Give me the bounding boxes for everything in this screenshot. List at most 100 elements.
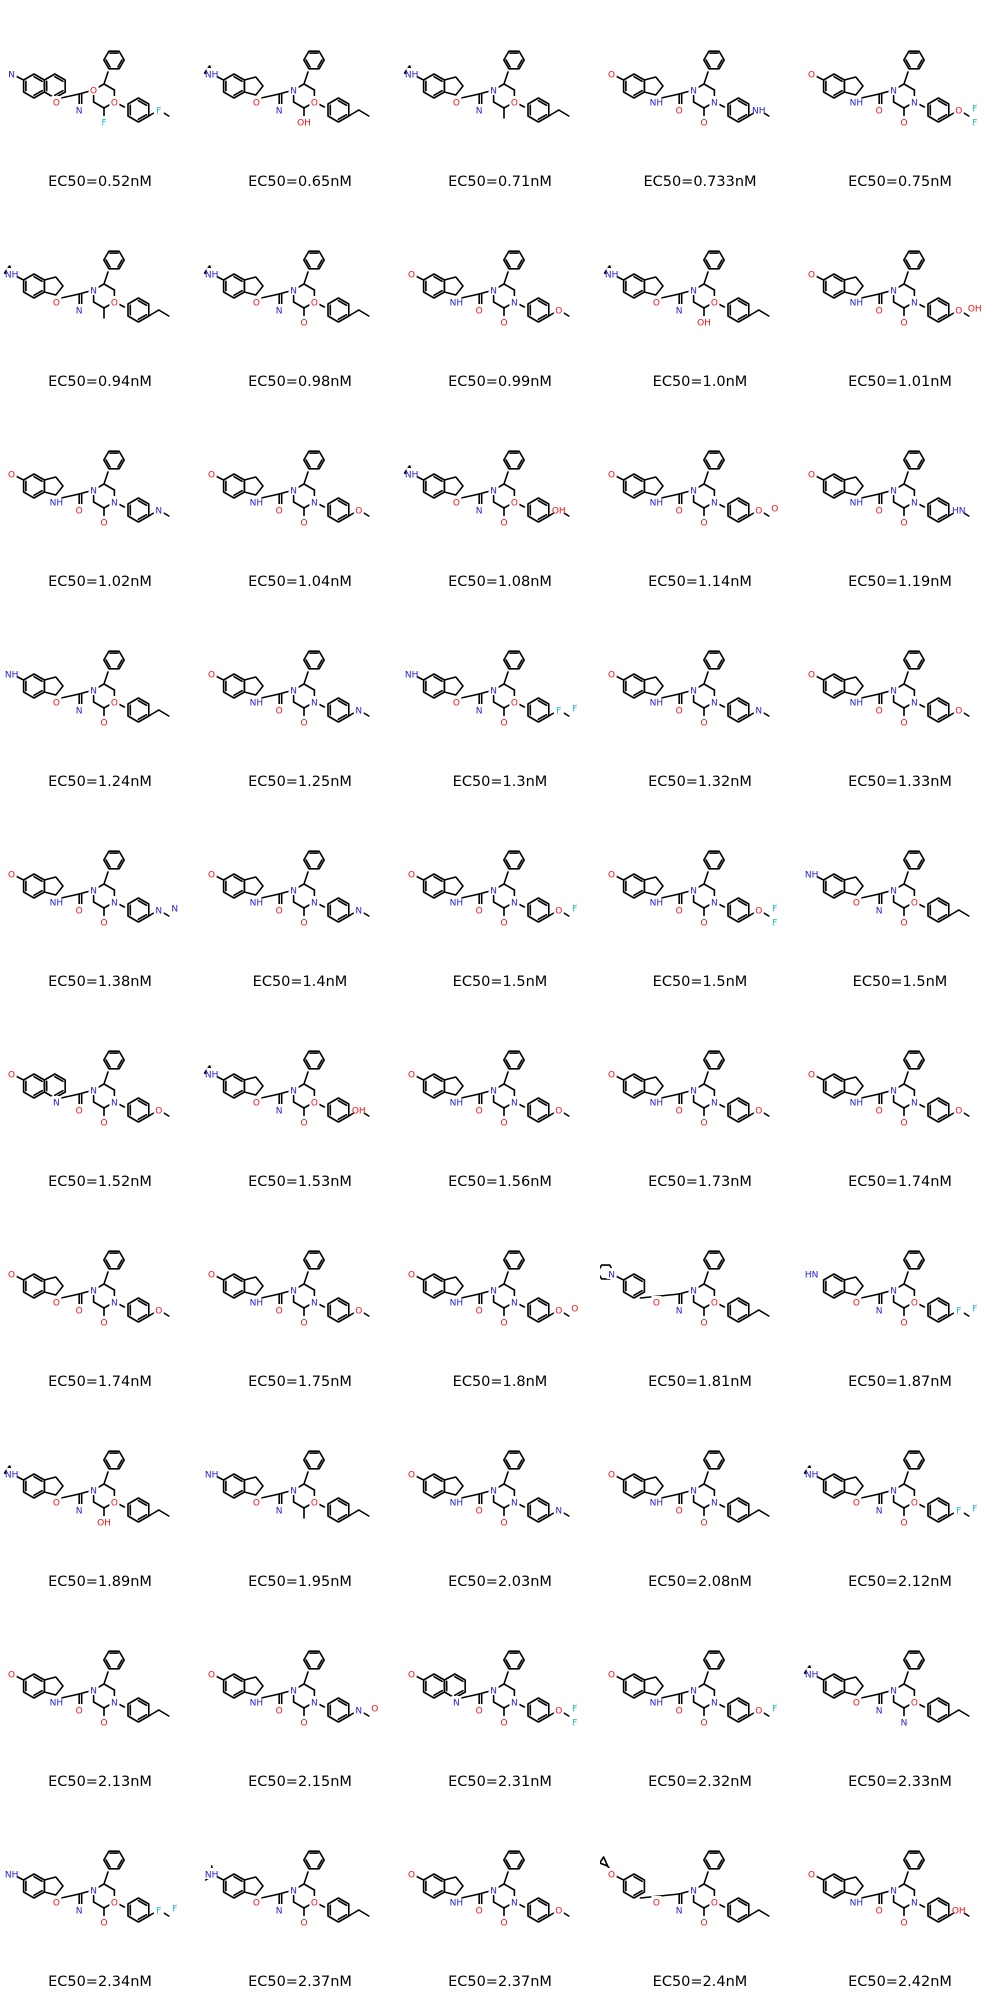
atom-mask bbox=[169, 1902, 180, 1913]
core-five-ring bbox=[843, 876, 864, 896]
core-aromatic-ring-double-bond bbox=[433, 1889, 443, 1897]
atom-mask bbox=[899, 1316, 909, 1327]
atom-mask bbox=[688, 284, 699, 295]
aryl-ring-double-bond bbox=[537, 1899, 548, 1907]
aryl-ring bbox=[327, 897, 350, 923]
benzyl-bond bbox=[903, 1871, 909, 1885]
core-aromatic-ring bbox=[22, 1073, 46, 1099]
atom-mask bbox=[969, 116, 980, 127]
atom-label: O bbox=[311, 99, 318, 109]
atom-label: O bbox=[700, 1519, 707, 1529]
atom-mask bbox=[651, 896, 662, 907]
benzyl-ring bbox=[103, 1650, 125, 1670]
ec50-label: EC50=0.733nM bbox=[643, 174, 757, 190]
atom-label: N bbox=[876, 1707, 883, 1717]
aryl-ring bbox=[927, 97, 950, 123]
atom-label: N bbox=[876, 1307, 883, 1317]
core-aromatic-ring-double-bond bbox=[833, 1275, 843, 1283]
benzyl-bond bbox=[503, 1671, 509, 1685]
core-aromatic-ring bbox=[422, 73, 446, 99]
core-aromatic-ring-double-bond bbox=[433, 1275, 443, 1283]
atom-label: N bbox=[90, 287, 97, 297]
core-aromatic-ring bbox=[622, 673, 646, 699]
atom-label: O bbox=[253, 99, 260, 109]
core-aromatic-ring-double-bond bbox=[633, 475, 643, 483]
benzyl-ring-double-bond bbox=[305, 1059, 311, 1068]
atom-mask bbox=[99, 516, 109, 527]
aryl-ring-double-bond bbox=[337, 1913, 348, 1921]
linker-bond bbox=[460, 1093, 480, 1099]
linker-bond bbox=[460, 293, 480, 299]
atom-label: O bbox=[253, 299, 260, 309]
core-five-ring bbox=[643, 76, 664, 96]
benzyl-ring-double-bond bbox=[717, 459, 723, 468]
atom-label: O bbox=[555, 907, 562, 917]
ec50-label: EC50=1.95nM bbox=[248, 1574, 352, 1590]
atom-label: N bbox=[90, 687, 97, 697]
aryl-ring-double-bond bbox=[737, 1299, 748, 1307]
compound-cell: O NH O N N O O F F EC50=1.5nM bbox=[600, 800, 800, 1000]
benzyl-ring bbox=[903, 450, 925, 470]
benzyl-ring-double-bond bbox=[505, 459, 511, 468]
linker-bond bbox=[860, 293, 880, 299]
linker-bond bbox=[860, 1093, 880, 1099]
benzyl-ring-double-bond bbox=[705, 1259, 711, 1268]
benzyl-bond bbox=[103, 1471, 109, 1485]
atom-mask bbox=[251, 496, 262, 507]
atom-mask bbox=[674, 1504, 685, 1515]
atom-label: O bbox=[711, 1899, 718, 1909]
atom-mask bbox=[699, 516, 709, 527]
aryl-ring bbox=[327, 697, 350, 723]
benzyl-ring-double-bond bbox=[505, 1059, 511, 1068]
atom-label: O bbox=[653, 1899, 660, 1909]
atom-mask bbox=[74, 1904, 85, 1915]
linker-bond bbox=[860, 893, 880, 899]
atom-mask bbox=[674, 104, 685, 115]
aryl-ring bbox=[727, 497, 750, 523]
benzyl-bond bbox=[303, 1471, 309, 1485]
atom-mask bbox=[488, 884, 499, 895]
aryl-substituent-bond bbox=[147, 309, 160, 317]
atom-mask bbox=[109, 896, 120, 907]
atom-label: O bbox=[500, 1919, 507, 1929]
core-aromatic-ring-double-bond bbox=[433, 275, 443, 283]
atom-label: N bbox=[890, 1487, 897, 1497]
core-aromatic-ring-double-bond bbox=[833, 89, 843, 97]
atom-label: N bbox=[711, 499, 718, 509]
core-aromatic-ring-double-bond bbox=[833, 1875, 843, 1883]
benzyl-bond bbox=[303, 1271, 309, 1285]
atom-mask bbox=[109, 1296, 120, 1307]
atom-label: NH bbox=[450, 1299, 464, 1309]
core-aromatic-ring bbox=[822, 73, 846, 99]
atom-mask bbox=[474, 1504, 485, 1515]
linker-bond bbox=[660, 893, 680, 899]
atom-label: O bbox=[111, 299, 118, 309]
core-aromatic-ring bbox=[822, 1673, 846, 1699]
core-five-ring bbox=[443, 676, 464, 696]
atom-label: N bbox=[890, 1687, 897, 1697]
compound-cell: NH O N N O OH EC50=1.89nM bbox=[0, 1400, 200, 1600]
benzyl-ring bbox=[503, 1650, 525, 1670]
atom-mask bbox=[953, 1504, 964, 1515]
compound-cell: NH O N N O EC50=0.94nM bbox=[0, 200, 200, 400]
atom-label: O bbox=[300, 1919, 307, 1929]
atom-label: O bbox=[53, 1499, 60, 1509]
atom-mask bbox=[674, 1704, 685, 1715]
core-aromatic-ring-double-bond bbox=[833, 475, 843, 483]
atom-mask bbox=[806, 1268, 817, 1279]
core-aromatic-ring bbox=[422, 1673, 446, 1699]
benzyl-ring bbox=[903, 1050, 925, 1070]
aryl-ring-double-bond bbox=[137, 1899, 148, 1907]
benzyl-ring bbox=[503, 50, 525, 70]
atom-mask bbox=[488, 684, 499, 695]
aryl-ring-double-bond bbox=[537, 499, 548, 507]
aryl-ring-double-bond bbox=[137, 313, 148, 321]
atom-label: O bbox=[676, 107, 683, 117]
